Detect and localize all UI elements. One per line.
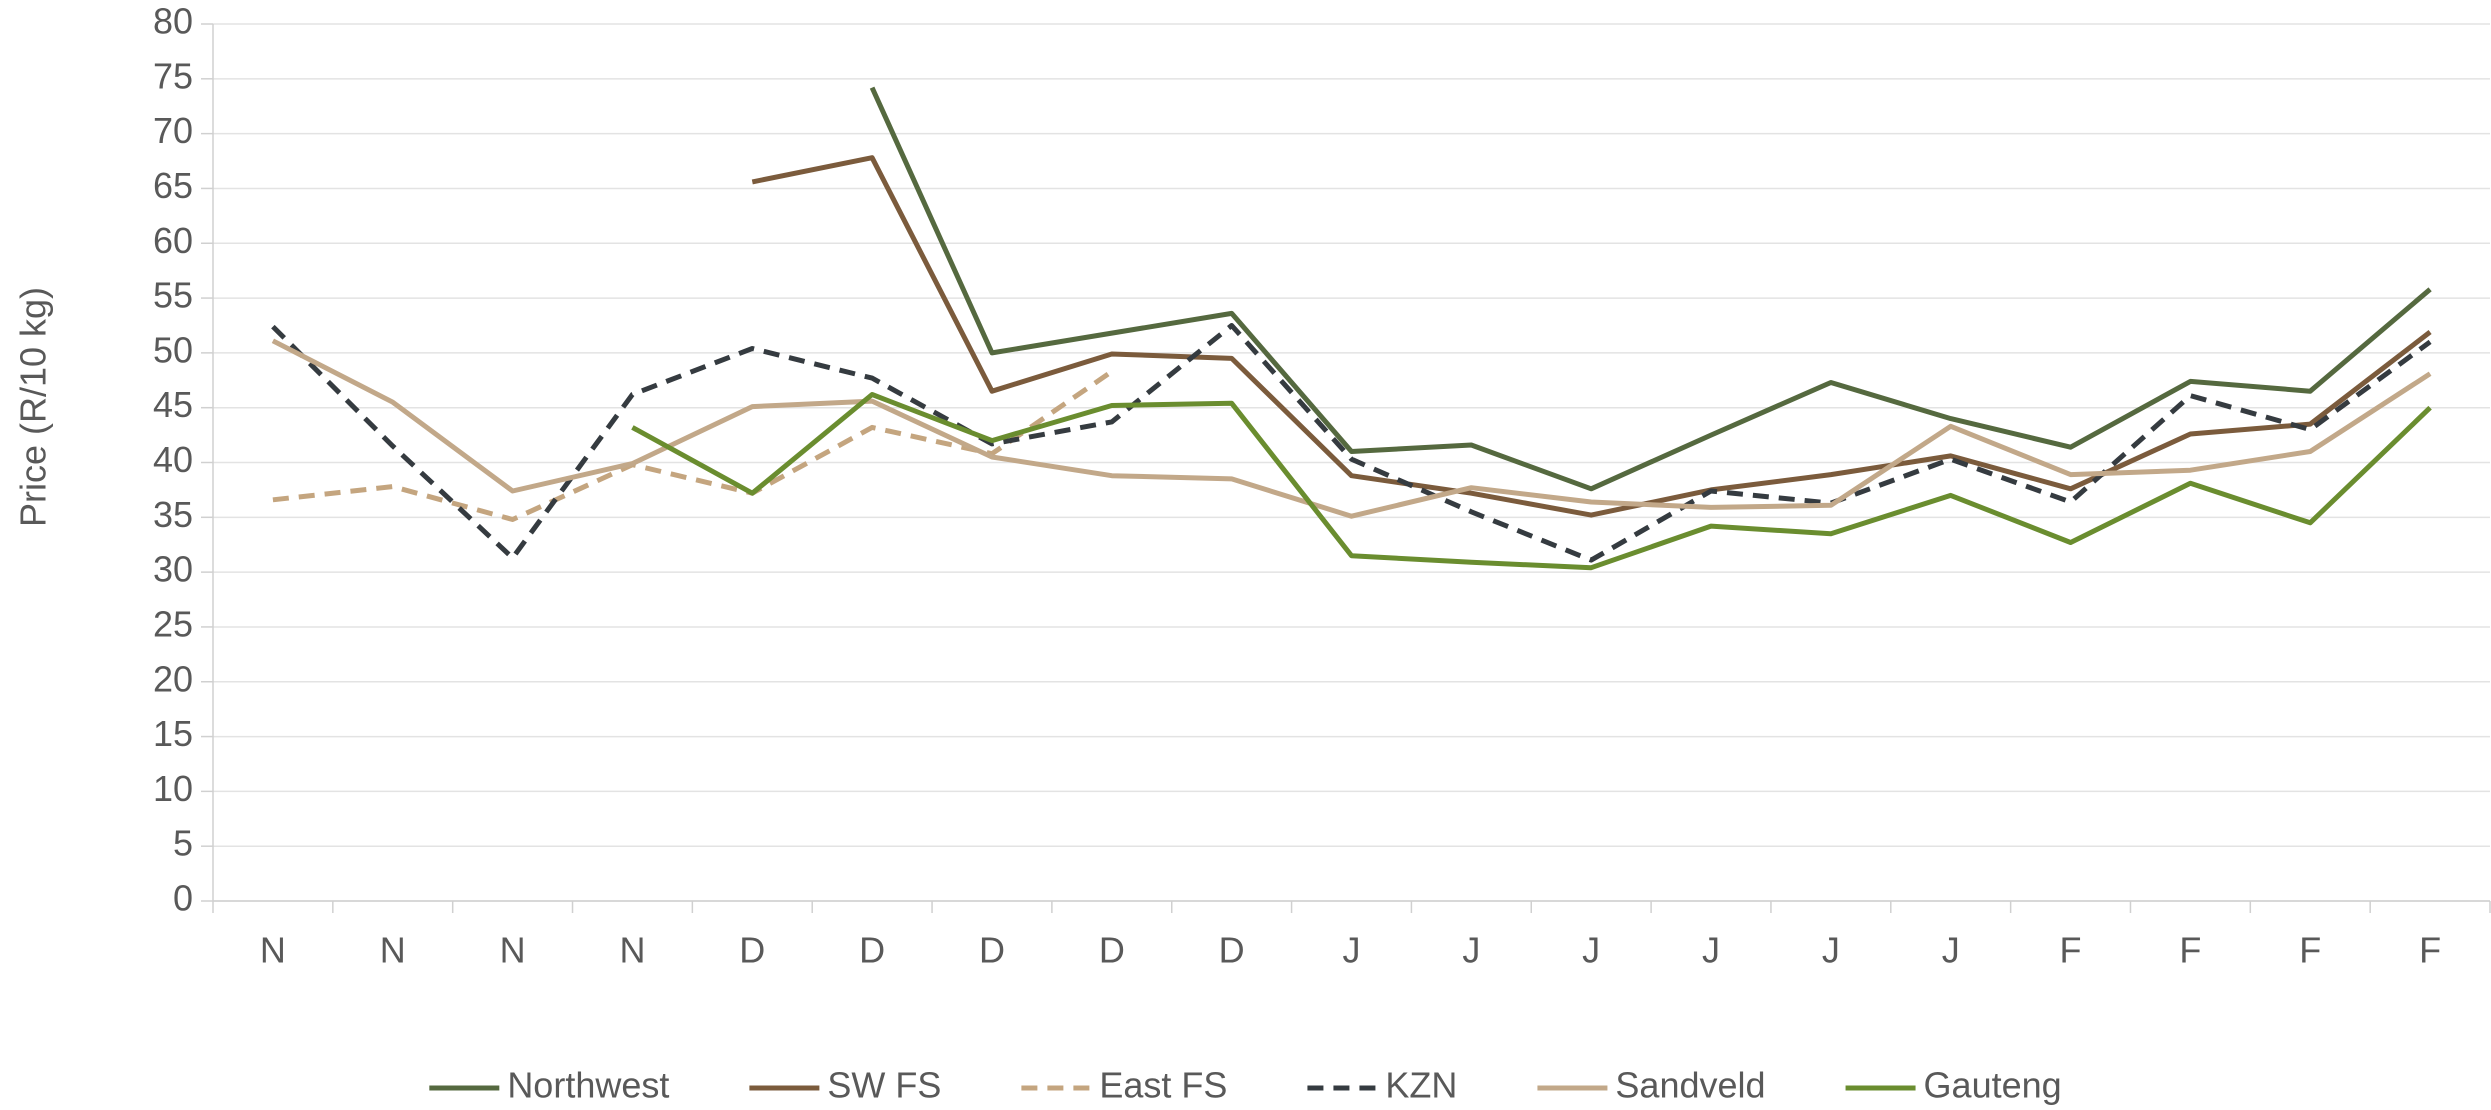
legend-label: KZN: [1385, 1065, 1457, 1106]
y-tick-label: 70: [153, 110, 193, 151]
series-line: [271, 323, 2432, 563]
x-tick-label: J: [1702, 930, 1720, 971]
y-tick-label: 15: [153, 713, 193, 754]
y-tick-label: 20: [153, 658, 193, 699]
y-tick-label: 80: [153, 1, 193, 42]
x-tick-label: J: [1942, 930, 1960, 971]
y-tick-label: 55: [153, 275, 193, 316]
legend-label: SW FS: [827, 1065, 941, 1106]
x-tick-label: N: [260, 930, 286, 971]
y-tick-label: 45: [153, 384, 193, 425]
x-tick-label: J: [1462, 930, 1480, 971]
legend-label: Northwest: [507, 1065, 669, 1106]
y-tick-label: 10: [153, 768, 193, 809]
series-line: [271, 338, 2432, 519]
x-tick-label: D: [1219, 930, 1245, 971]
y-tick-label: 75: [153, 55, 193, 96]
legend-label: East FS: [1099, 1065, 1227, 1106]
y-axis-label: Price (R/10 kg): [13, 287, 54, 527]
series-line: [869, 86, 2432, 492]
x-tick-label: D: [859, 930, 885, 971]
y-tick-label: 35: [153, 494, 193, 535]
x-tick-label: F: [2179, 930, 2201, 971]
x-tick-label: D: [739, 930, 765, 971]
y-tick-label: 25: [153, 603, 193, 644]
y-tick-label: 60: [153, 220, 193, 261]
x-tick-label: N: [380, 930, 406, 971]
series-line: [272, 369, 1114, 522]
y-tick-label: 5: [173, 823, 193, 864]
x-tick-label: D: [979, 930, 1005, 971]
x-tick-label: N: [619, 930, 645, 971]
y-tick-label: 30: [153, 549, 193, 590]
x-tick-label: F: [2299, 930, 2321, 971]
x-tick-label: J: [1343, 930, 1361, 971]
x-tick-label: F: [2060, 930, 2082, 971]
y-tick-label: 65: [153, 165, 193, 206]
legend-label: Sandveld: [1615, 1065, 1765, 1106]
x-tick-label: J: [1822, 930, 1840, 971]
x-tick-label: F: [2419, 930, 2441, 971]
y-tick-label: 0: [173, 878, 193, 919]
series-line: [751, 155, 2432, 518]
legend-label: Gauteng: [1924, 1065, 2062, 1106]
x-tick-label: J: [1582, 930, 1600, 971]
y-tick-label: 50: [153, 329, 193, 370]
x-tick-label: N: [500, 930, 526, 971]
y-tick-label: 40: [153, 439, 193, 480]
x-tick-label: D: [1099, 930, 1125, 971]
series-line: [631, 392, 2432, 571]
